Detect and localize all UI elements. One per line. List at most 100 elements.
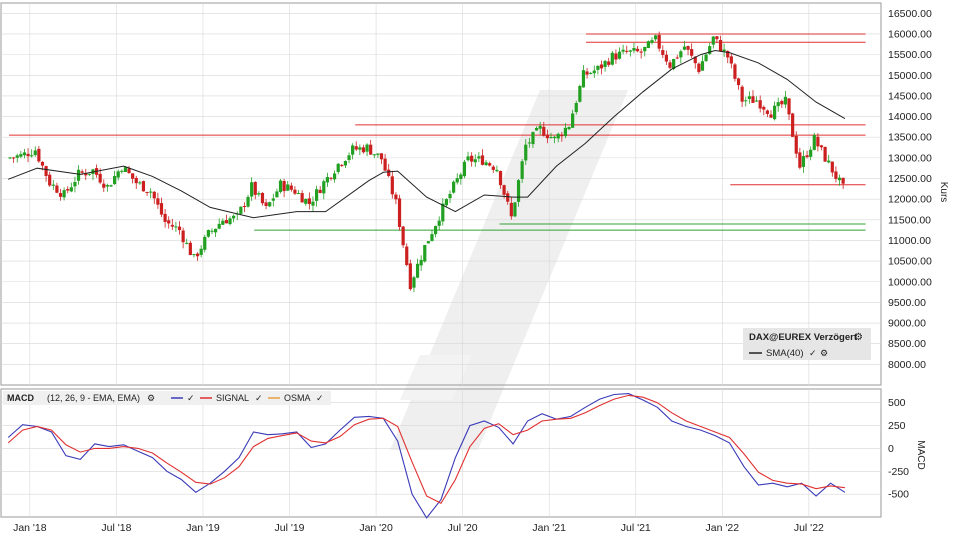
- candle-body: [278, 180, 283, 192]
- legend-settings-icon[interactable]: ⚙: [854, 332, 863, 343]
- candle-body: [156, 198, 160, 205]
- candle-body: [257, 193, 261, 195]
- candle-body: [704, 54, 708, 62]
- candle-body: [578, 85, 582, 102]
- candle-body: [343, 160, 348, 166]
- x-tick-label: Jan '18: [13, 522, 47, 534]
- legend-title: DAX@EUREX Verzögert: [749, 332, 858, 343]
- candle-body: [603, 60, 607, 67]
- candle-body: [534, 127, 539, 131]
- macd-panel: [0, 388, 882, 518]
- candle-body: [19, 154, 23, 157]
- candle-body: [520, 161, 524, 179]
- candle-body: [30, 155, 34, 157]
- candle-body: [181, 230, 185, 243]
- candle-body: [62, 190, 66, 198]
- candle-body: [351, 145, 355, 155]
- macd-params: (12, 26, 9 - EMA, EMA): [47, 393, 140, 403]
- macd-tick-label: 500: [888, 397, 906, 409]
- candle-body: [837, 177, 842, 181]
- candle-body: [390, 176, 394, 195]
- candle-body: [686, 46, 690, 50]
- candle-body: [765, 110, 769, 114]
- candle-body: [545, 134, 549, 139]
- candle-body: [376, 153, 380, 155]
- candle-body: [282, 181, 286, 192]
- candle-body: [798, 152, 802, 168]
- sma-check-icon[interactable]: ✓: [809, 348, 817, 358]
- signal-check-icon[interactable]: ✓: [255, 393, 263, 403]
- candle-body: [830, 161, 834, 173]
- candle-body: [567, 127, 571, 130]
- candle-body: [149, 191, 153, 193]
- candle-body: [747, 96, 751, 100]
- candle-body: [58, 193, 63, 197]
- candle-body: [444, 199, 449, 206]
- candle-body: [697, 63, 701, 73]
- candle-body: [37, 148, 41, 162]
- candle-body: [141, 181, 146, 192]
- candle-body: [253, 181, 257, 195]
- candle-body: [751, 96, 755, 103]
- candle-body: [361, 147, 366, 153]
- candle-body: [369, 144, 373, 155]
- price-tick-label: 10500.00: [888, 256, 932, 268]
- candle-body: [502, 185, 506, 195]
- candle-body: [491, 166, 495, 170]
- candle-body: [109, 185, 113, 187]
- macd-check-icon[interactable]: ✓: [187, 393, 195, 403]
- price-tick-label: 14000.00: [888, 111, 932, 123]
- candle-body: [733, 64, 737, 79]
- candle-body: [455, 178, 459, 183]
- candle-body: [549, 137, 553, 139]
- candle-body: [12, 157, 16, 159]
- candle-body: [762, 106, 766, 110]
- candle-body: [304, 198, 308, 204]
- candle-body: [314, 189, 319, 201]
- osma-label: OSMA: [284, 393, 311, 403]
- x-tick-label: Jul '22: [794, 522, 824, 534]
- x-tick-label: Jul '21: [621, 522, 651, 534]
- sma-settings-icon[interactable]: ⚙: [820, 348, 828, 358]
- candle-body: [358, 147, 362, 150]
- candle-body: [617, 51, 622, 59]
- candle-body: [690, 49, 694, 56]
- candle-body: [419, 259, 423, 266]
- candle-body: [661, 50, 665, 55]
- x-tick-label: Jul '19: [275, 522, 305, 534]
- horizontal-lines: [9, 33, 866, 231]
- price-y-axis: 8000.00 8500.00 9000.00 9500.00 10000.00 1050…: [888, 8, 932, 371]
- price-tick-label: 13000.00: [888, 152, 932, 164]
- osma-check-icon[interactable]: ✓: [316, 393, 324, 403]
- candle-body: [102, 183, 106, 188]
- candle-body: [22, 152, 27, 156]
- candle-body: [556, 133, 560, 139]
- candle-body: [224, 220, 229, 224]
- candle-body: [405, 246, 409, 265]
- candle-body: [48, 174, 52, 186]
- x-tick-label: Jan '21: [532, 522, 566, 534]
- candle-body: [210, 230, 214, 232]
- candle-body: [834, 171, 838, 179]
- candle-body: [152, 191, 156, 199]
- price-tick-label: 14500.00: [888, 90, 932, 102]
- candle-body: [401, 226, 405, 246]
- candle-body: [657, 34, 661, 49]
- candle-body: [188, 242, 192, 256]
- candle-body: [754, 100, 759, 102]
- candle-body: [246, 196, 250, 207]
- candle-body: [470, 155, 474, 162]
- candle-body: [726, 50, 730, 58]
- price-tick-label: 15500.00: [888, 49, 932, 61]
- watermark-logo: [390, 90, 628, 450]
- candle-body: [387, 169, 391, 176]
- candle-body: [213, 228, 218, 233]
- candle-body: [40, 161, 45, 166]
- macd-settings-icon[interactable]: ⚙: [147, 393, 155, 403]
- candle-body: [84, 173, 88, 176]
- price-tick-label: 10000.00: [888, 276, 932, 288]
- candle-body: [610, 52, 614, 65]
- price-axis-label: Kurs: [938, 182, 949, 203]
- candle-body: [51, 184, 55, 186]
